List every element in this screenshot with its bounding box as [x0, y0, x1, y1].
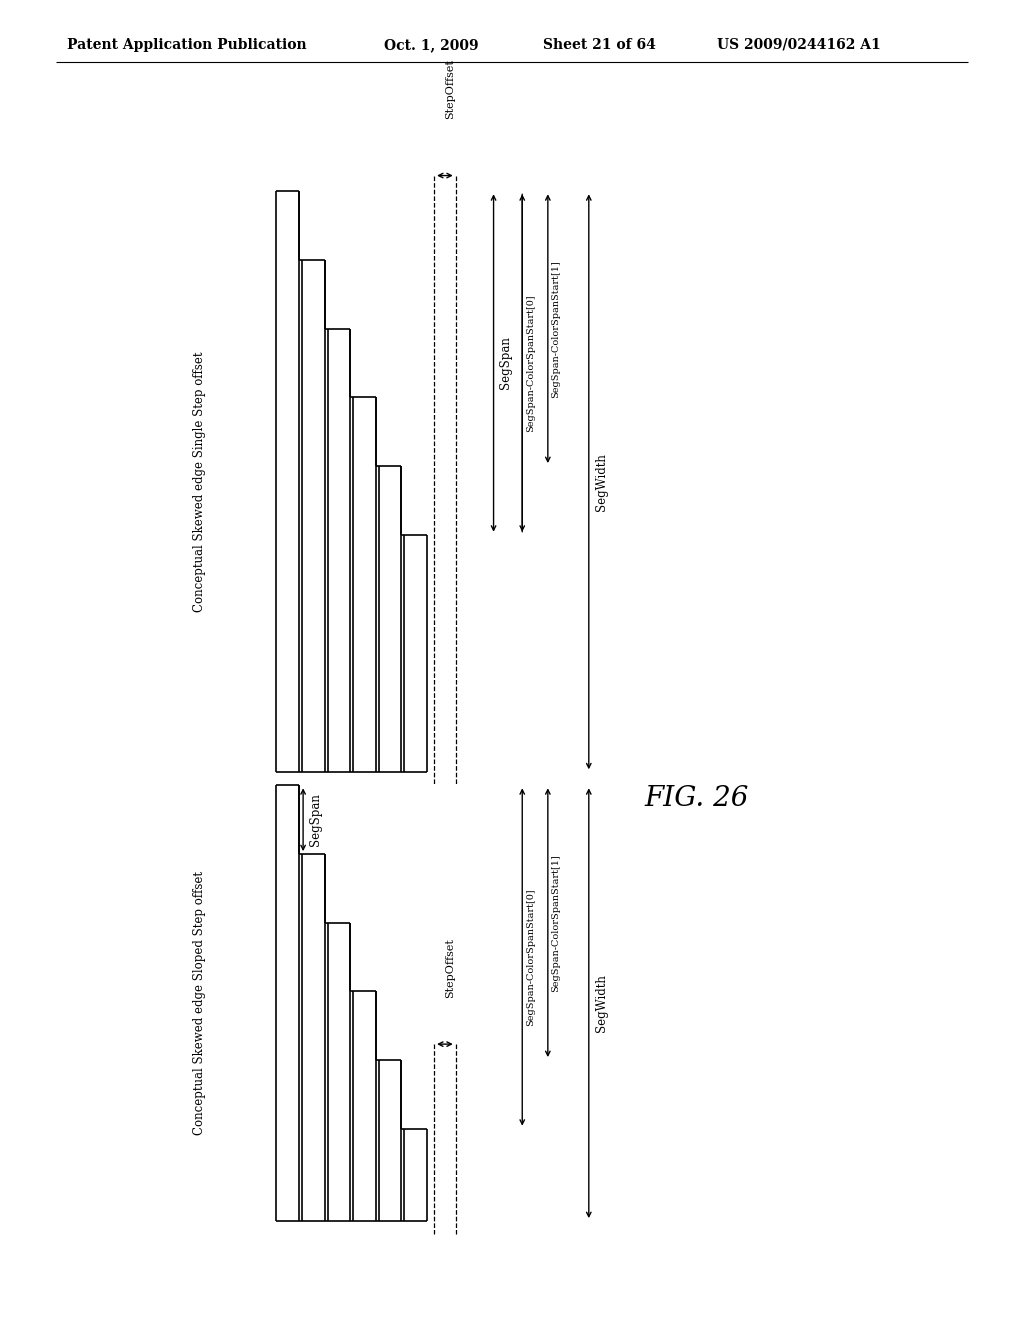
Text: SegWidth: SegWidth — [595, 974, 607, 1032]
Text: Conceptual Skewed edge Sloped Step offset: Conceptual Skewed edge Sloped Step offse… — [194, 871, 206, 1135]
Text: StepOffset: StepOffset — [445, 939, 455, 998]
Text: US 2009/0244162 A1: US 2009/0244162 A1 — [717, 38, 881, 51]
Text: SegSpan: SegSpan — [500, 337, 512, 389]
Text: SegSpan-ColorSpanStart[1]: SegSpan-ColorSpanStart[1] — [552, 260, 560, 397]
Text: SegSpan-ColorSpanStart[0]: SegSpan-ColorSpanStart[0] — [526, 294, 535, 432]
Text: SegSpan: SegSpan — [309, 793, 322, 846]
Text: Oct. 1, 2009: Oct. 1, 2009 — [384, 38, 478, 51]
Text: Conceptual Skewed edge Single Step offset: Conceptual Skewed edge Single Step offse… — [194, 351, 206, 612]
Text: StepOffset: StepOffset — [445, 59, 455, 119]
Text: Patent Application Publication: Patent Application Publication — [67, 38, 306, 51]
Text: SegSpan-ColorSpanStart[1]: SegSpan-ColorSpanStart[1] — [552, 854, 560, 991]
Text: Sheet 21 of 64: Sheet 21 of 64 — [543, 38, 655, 51]
Text: SegSpan-ColorSpanStart[0]: SegSpan-ColorSpanStart[0] — [526, 888, 535, 1026]
Text: FIG. 26: FIG. 26 — [644, 785, 749, 812]
Text: SegWidth: SegWidth — [595, 453, 607, 511]
